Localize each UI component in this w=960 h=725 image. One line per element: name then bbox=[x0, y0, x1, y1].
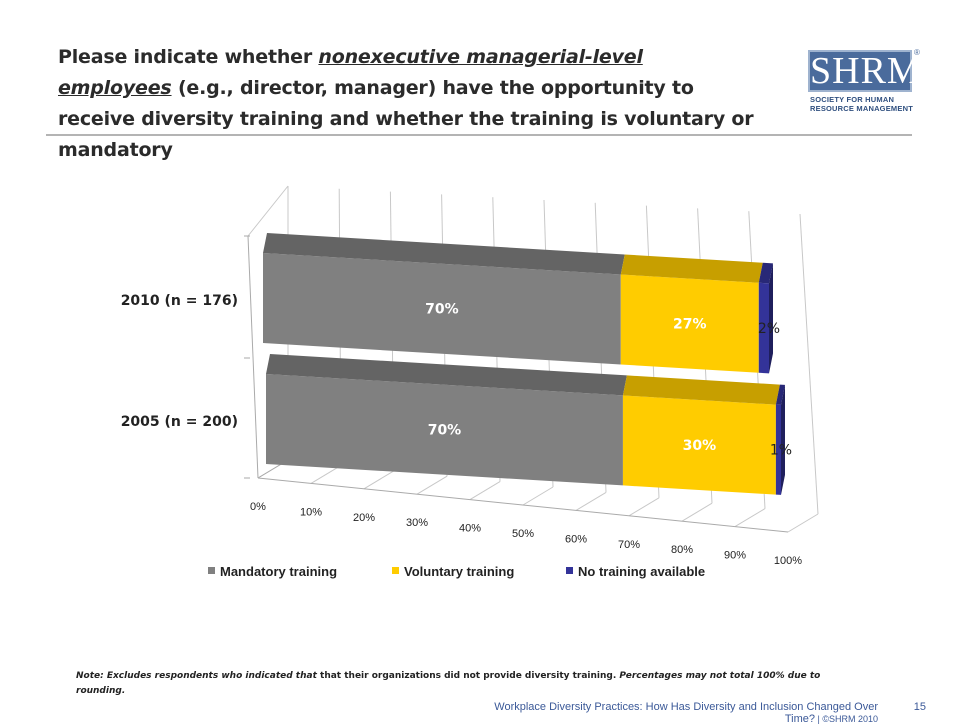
floor-front-edge bbox=[257, 477, 789, 533]
x-tick-label: 50% bbox=[512, 528, 534, 540]
floor-gridline bbox=[628, 497, 660, 517]
data-label: 70% bbox=[425, 302, 459, 318]
x-tick-label: 30% bbox=[406, 517, 428, 529]
bar-segment bbox=[263, 253, 621, 365]
bar-segment bbox=[622, 395, 776, 495]
shrm-logo-mark: SHRM bbox=[808, 50, 922, 92]
x-tick-label: 60% bbox=[565, 533, 587, 545]
x-tick-label: 70% bbox=[618, 539, 640, 551]
bar-segment-top bbox=[758, 262, 773, 284]
bar-segment-top bbox=[263, 233, 625, 275]
title-part-2: (e.g., director, manager) have the oppor… bbox=[58, 77, 754, 161]
page-number: 15 bbox=[913, 701, 926, 713]
legend-label: Voluntary training bbox=[404, 564, 514, 579]
note-tail: Percentages may not total 100% due to ro… bbox=[76, 671, 821, 696]
bar-segment bbox=[266, 374, 623, 486]
registered-mark: ® bbox=[914, 48, 920, 57]
bar-segment bbox=[620, 274, 759, 373]
legend-swatch bbox=[208, 567, 215, 574]
data-label: 27% bbox=[673, 317, 707, 333]
left-wall-top bbox=[247, 185, 289, 237]
bar-segment-top bbox=[775, 384, 785, 405]
data-label: 2% bbox=[758, 321, 780, 337]
shrm-logo-line-1: SOCIETY FOR HUMAN bbox=[810, 95, 895, 104]
bar-segment bbox=[775, 404, 781, 495]
title-divider bbox=[46, 134, 912, 136]
x-tick-label: 10% bbox=[300, 506, 322, 518]
note-middle: that their organizations did not provide… bbox=[320, 671, 617, 681]
value-axis-line bbox=[247, 235, 259, 479]
footnote: Note: Excludes respondents who indicated… bbox=[76, 669, 836, 699]
x-tick-label: 80% bbox=[671, 544, 693, 556]
bar-segment-top bbox=[266, 354, 627, 396]
slide-title: Please indicate whether nonexecutive man… bbox=[58, 42, 758, 166]
title-emphasis: nonexecutive managerial-level employees bbox=[58, 46, 643, 99]
floor-gridline bbox=[734, 508, 766, 528]
bar-segment-top bbox=[620, 254, 763, 283]
data-label: 1% bbox=[770, 443, 792, 459]
floor-gridline bbox=[522, 486, 554, 506]
category-label: 2005 (n = 200) bbox=[121, 414, 238, 430]
shrm-logo-line-2: RESOURCE MANAGEMENT bbox=[810, 104, 913, 113]
floor-gridline bbox=[469, 481, 501, 501]
x-tick-label: 20% bbox=[353, 512, 375, 524]
bar-segment-side bbox=[781, 384, 785, 495]
floor-gridline bbox=[363, 470, 395, 490]
note-lead: Note: Excludes respondents who indicated… bbox=[76, 671, 321, 681]
bar-segment-top bbox=[622, 375, 780, 405]
floor-gridline bbox=[575, 491, 607, 511]
floor-gridline bbox=[681, 502, 713, 522]
x-tick-label: 40% bbox=[459, 523, 481, 535]
x-tick-label: 100% bbox=[774, 555, 802, 567]
title-part-1: Please indicate whether bbox=[58, 46, 319, 68]
category-label: 2010 (n = 176) bbox=[121, 293, 238, 309]
legend-label: Mandatory training bbox=[220, 564, 337, 579]
footer: Workplace Diversity Practices: How Has D… bbox=[478, 701, 878, 725]
shrm-logo: SHRM ® SOCIETY FOR HUMAN RESOURCE MANAGE… bbox=[806, 46, 922, 120]
shrm-logo-subtitle: SOCIETY FOR HUMAN RESOURCE MANAGEMENT bbox=[810, 95, 920, 113]
x-tick-label: 90% bbox=[724, 550, 746, 562]
floor-gridline bbox=[787, 513, 819, 533]
bar-segment-side bbox=[769, 263, 773, 374]
data-label: 70% bbox=[428, 423, 462, 439]
legend-swatch bbox=[392, 567, 399, 574]
floor-gridline bbox=[310, 464, 342, 484]
footer-copyright: | ©SHRM 2010 bbox=[815, 714, 879, 724]
data-label: 30% bbox=[683, 438, 717, 454]
gridline bbox=[799, 213, 819, 515]
x-tick-label: 0% bbox=[250, 501, 266, 513]
legend-swatch bbox=[566, 567, 573, 574]
floor-gridline bbox=[416, 475, 448, 495]
legend-label: No training available bbox=[578, 564, 705, 579]
bar-segment bbox=[758, 282, 769, 374]
